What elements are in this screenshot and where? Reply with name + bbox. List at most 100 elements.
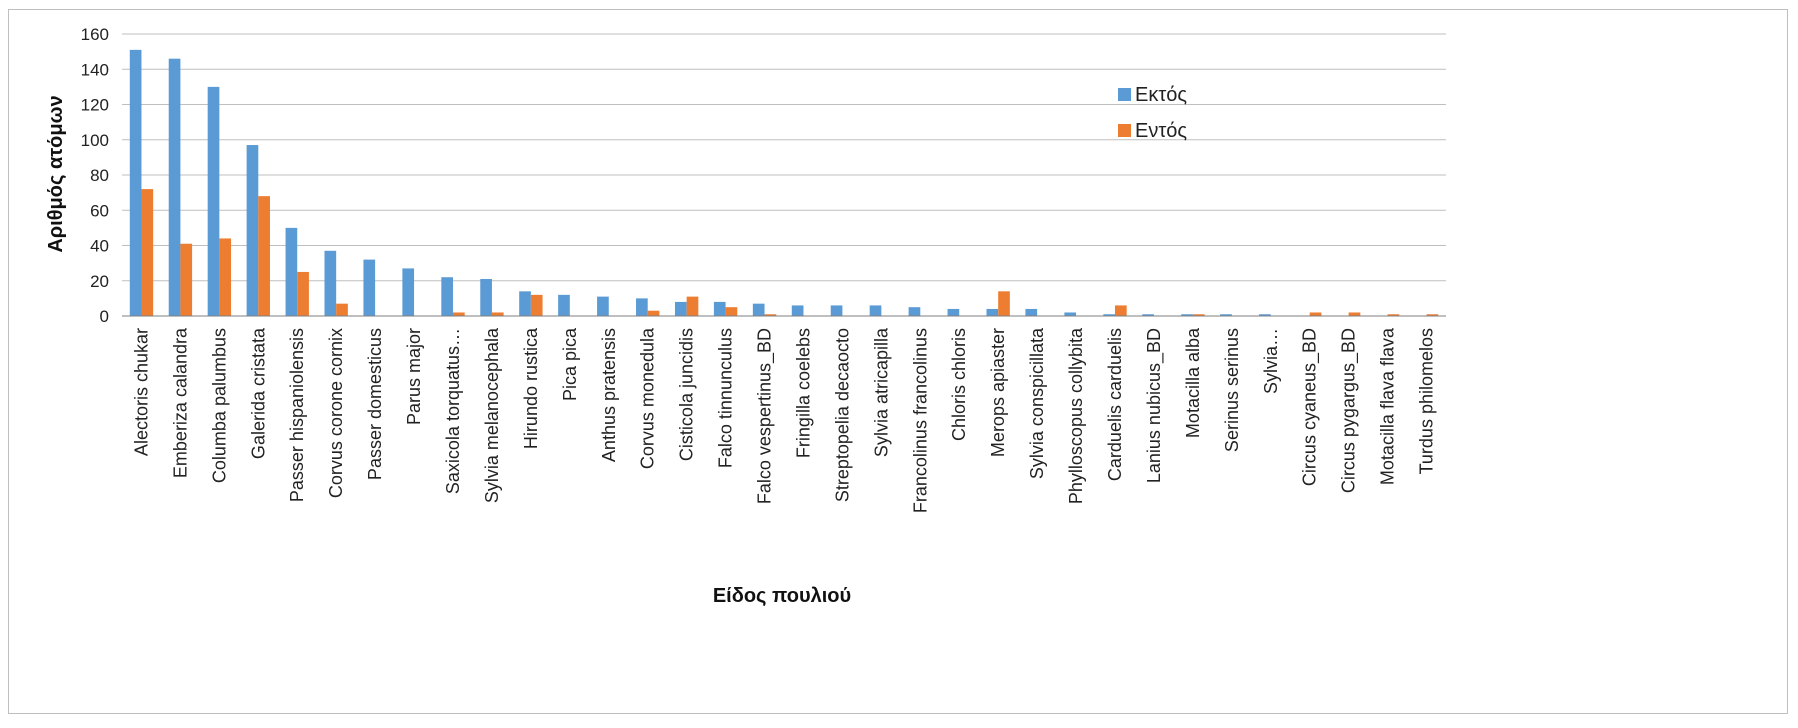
legend: Εκτός Εντός <box>1118 84 1187 142</box>
bar-series-2 <box>1309 312 1322 316</box>
x-tick-label: Falco vespertinus_BD <box>755 328 776 504</box>
bar-series-2 <box>141 189 154 316</box>
bar-series-1 <box>168 58 181 317</box>
bar-series-2 <box>219 238 232 316</box>
bar-series-1 <box>1181 314 1193 316</box>
bar-series-2 <box>453 312 465 316</box>
y-tick-label: 60 <box>90 201 109 220</box>
bar-series-1 <box>908 307 921 316</box>
bar-series-2 <box>1348 312 1361 316</box>
bar-series-1 <box>947 308 960 316</box>
y-tick-label: 120 <box>81 96 109 115</box>
x-tick-label: Hirundo rustica <box>521 327 541 449</box>
x-tick-label: Circus cyaneus_BD <box>1300 328 1321 486</box>
legend-swatch-series-2 <box>1118 124 1131 137</box>
x-tick-label: Saxicola torquatus… <box>443 328 463 494</box>
x-tick-label: Cisticola juncidis <box>677 328 697 461</box>
y-axis-ticks: 0 20 40 60 80 100 120 140 160 <box>81 25 109 326</box>
bar-series-2 <box>998 291 1010 316</box>
x-tick-label: Sylvia atricapilla <box>871 327 891 457</box>
x-tick-label: Anthus pratensis <box>599 328 619 462</box>
bar-series-2 <box>647 310 660 316</box>
x-axis-labels: Alectoris chukar Emberiza calandra Columba… <box>131 327 1436 513</box>
x-tick-label: Pica pica <box>560 327 580 401</box>
bar-series-1 <box>869 305 882 316</box>
x-tick-label: Sylvia… <box>1261 328 1281 394</box>
bars <box>129 49 1439 317</box>
x-tick-label: Alectoris chukar <box>131 328 151 456</box>
bar-series-2 <box>1192 314 1205 316</box>
x-tick-label: Passer domesticus <box>365 328 385 480</box>
bar-series-2 <box>1387 314 1400 316</box>
x-tick-label: Chloris chloris <box>949 328 969 441</box>
bar-series-2 <box>180 243 193 316</box>
bar-series-2 <box>686 296 699 316</box>
x-tick-label: Phylloscopus collybita <box>1066 327 1086 504</box>
chart-area <box>8 9 1788 714</box>
bar-series-1 <box>480 278 492 316</box>
bar-series-1 <box>1103 314 1115 316</box>
bar-series-2 <box>725 307 738 316</box>
y-tick-label: 80 <box>90 166 109 185</box>
x-tick-label: Circus pygargus_BD <box>1339 328 1360 493</box>
y-tick-label: 40 <box>90 237 109 256</box>
bar-series-1 <box>246 145 259 316</box>
y-axis-title: Αριθμός ατόμων <box>45 95 67 252</box>
y-tick-label: 100 <box>81 131 109 150</box>
bar-series-2 <box>530 294 543 316</box>
bar-series-1 <box>285 227 298 316</box>
bar-series-2 <box>1115 305 1127 316</box>
x-tick-label: Sylvia conspicillata <box>1027 327 1047 479</box>
legend-label-series-1: Εκτός <box>1135 84 1187 106</box>
bar-series-1 <box>1025 308 1038 316</box>
x-tick-label: Corvus corone cornix <box>326 328 346 498</box>
y-tick-label: 20 <box>90 272 109 291</box>
bar-series-1 <box>363 259 376 316</box>
x-tick-label: Galerida cristata <box>248 327 268 459</box>
bar-series-1 <box>791 305 804 316</box>
gridlines <box>122 33 1446 282</box>
x-tick-label: Motacilla alba <box>1183 327 1203 438</box>
bar-series-1 <box>674 301 687 316</box>
bar-series-2 <box>336 303 348 316</box>
x-tick-label: Serinus serinus <box>1222 328 1242 452</box>
bar-series-2 <box>258 196 270 316</box>
bar-series-1 <box>519 291 531 316</box>
bar-series-1 <box>1142 314 1154 316</box>
x-tick-label: Emberiza calandra <box>170 327 190 478</box>
bar-series-1 <box>636 298 648 316</box>
bar-series-1 <box>1064 312 1077 316</box>
x-tick-label: Lanius nubicus_BD <box>1144 328 1165 483</box>
bar-series-2 <box>1426 314 1439 316</box>
x-tick-label: Corvus monedula <box>638 327 658 469</box>
x-tick-label: Francolinus francolinus <box>910 328 930 513</box>
bar-series-1 <box>207 86 220 316</box>
bar-series-1 <box>713 301 726 316</box>
x-tick-label: Parus major <box>404 328 424 425</box>
y-tick-label: 0 <box>100 307 109 326</box>
bar-series-2 <box>764 314 777 316</box>
legend-label-series-2: Εντός <box>1135 120 1187 142</box>
bar-series-1 <box>1259 314 1271 316</box>
x-tick-label: Turdus philomelos <box>1417 328 1437 474</box>
x-tick-label: Fringilla coelebs <box>793 328 813 458</box>
bar-series-1 <box>324 250 337 316</box>
bar-series-2 <box>297 271 309 316</box>
legend-swatch-series-1 <box>1118 88 1131 101</box>
x-tick-label: Motacilla flava flava <box>1378 327 1398 485</box>
bar-series-1 <box>597 296 609 316</box>
bar-series-2 <box>491 312 504 316</box>
x-tick-label: Carduelis carduelis <box>1105 328 1125 481</box>
x-tick-label: Passer hispaniolensis <box>287 328 307 502</box>
bar-series-1 <box>558 294 570 316</box>
x-tick-label: Sylvia melanocephala <box>482 327 502 503</box>
bar-series-1 <box>129 49 142 317</box>
x-tick-label: Columba palumbus <box>209 328 229 483</box>
bar-series-1 <box>441 277 453 316</box>
bar-series-1 <box>830 305 843 316</box>
x-axis-title: Είδος πουλιού <box>713 585 851 607</box>
y-tick-label: 160 <box>81 25 109 44</box>
x-tick-label: Falco tinnunculus <box>716 328 736 468</box>
bar-series-1 <box>1220 314 1232 316</box>
